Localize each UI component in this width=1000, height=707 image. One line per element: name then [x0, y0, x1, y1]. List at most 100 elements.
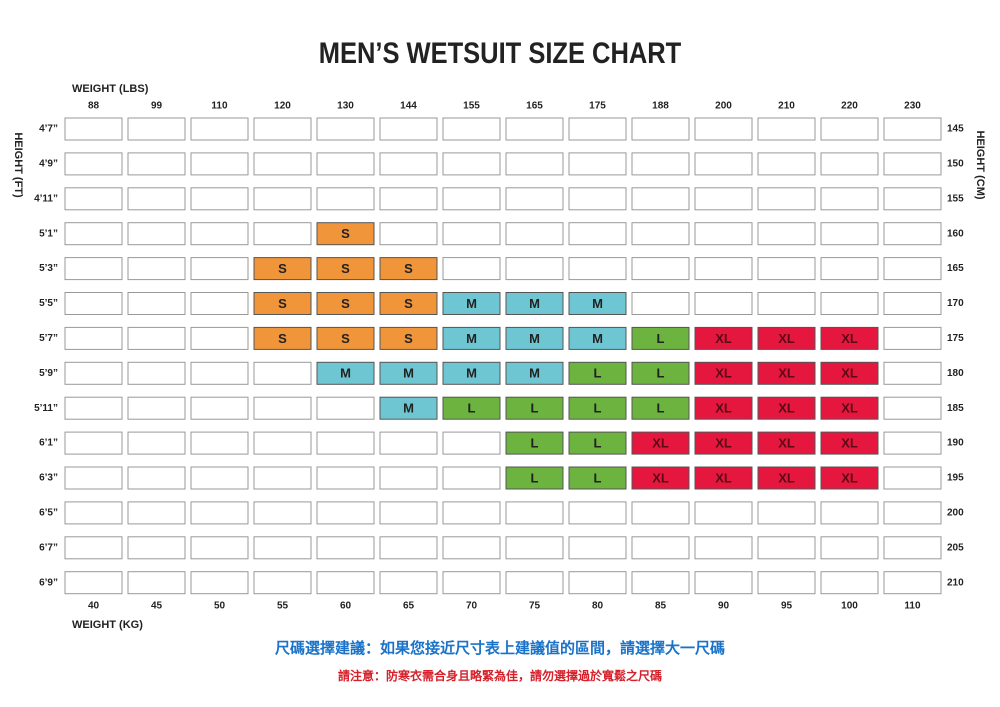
- size-label: L: [657, 401, 665, 416]
- empty-cell: [316, 396, 375, 420]
- weight-kg-tick: 70: [466, 601, 478, 612]
- size-label: L: [594, 401, 602, 416]
- empty-cell: [631, 222, 690, 246]
- empty-cell: [442, 117, 501, 141]
- empty-cell: [64, 187, 123, 211]
- height-ft-tick: 6’3”: [39, 473, 58, 484]
- weight-kg-tick: 65: [403, 601, 415, 612]
- height-cm-label: HEIGHT (CM): [974, 130, 986, 199]
- empty-cell: [316, 152, 375, 176]
- height-ft-tick: 6’9”: [39, 577, 58, 588]
- size-cell: [820, 361, 879, 385]
- size-label: M: [340, 366, 351, 381]
- weight-kg-tick: 90: [718, 601, 730, 612]
- size-cell: [568, 326, 627, 350]
- weight-lbs-tick: 88: [88, 101, 100, 112]
- empty-cell: [64, 152, 123, 176]
- weight-lbs-tick: 230: [904, 101, 921, 112]
- empty-cell: [883, 361, 942, 385]
- empty-cell: [568, 152, 627, 176]
- size-label: M: [529, 366, 540, 381]
- size-cell: [505, 326, 564, 350]
- size-label: S: [341, 261, 350, 276]
- note-red: 請注意：防寒衣需合身且略緊為佳，請勿選擇過於寬鬆之尺碼: [338, 668, 662, 683]
- empty-cell: [190, 292, 249, 315]
- height-ft-tick: 5’5”: [39, 298, 58, 309]
- empty-cell: [190, 466, 249, 490]
- empty-cell: [820, 152, 879, 176]
- empty-cell: [253, 466, 312, 490]
- size-label: XL: [841, 470, 858, 485]
- size-label: XL: [841, 366, 858, 381]
- empty-cell: [442, 152, 501, 176]
- height-ft-tick: 4’9”: [39, 159, 58, 170]
- empty-cell: [820, 571, 879, 595]
- size-label: M: [466, 296, 477, 311]
- empty-cell: [883, 396, 942, 420]
- empty-cell: [64, 571, 123, 595]
- empty-cell: [757, 571, 816, 595]
- size-label: M: [466, 366, 477, 381]
- empty-cell: [190, 257, 249, 281]
- empty-cell: [631, 536, 690, 560]
- empty-cell: [883, 152, 942, 176]
- empty-cell: [820, 187, 879, 211]
- weight-kg-tick: 75: [529, 601, 541, 612]
- empty-cell: [694, 187, 753, 211]
- empty-cell: [64, 431, 123, 455]
- empty-cell: [190, 187, 249, 211]
- empty-cell: [190, 222, 249, 246]
- size-cell: [505, 361, 564, 385]
- empty-cell: [694, 536, 753, 560]
- note-blue: 尺碼選擇建議：如果您接近尺寸表上建議值的區間，請選擇大一尺碼: [275, 639, 725, 657]
- empty-cell: [631, 187, 690, 211]
- size-cell: [505, 466, 564, 490]
- empty-cell: [820, 117, 879, 141]
- empty-cell: [64, 292, 123, 315]
- size-cell: [253, 326, 312, 350]
- empty-cell: [505, 571, 564, 595]
- weight-lbs-tick: 144: [400, 101, 417, 112]
- size-cell: [316, 257, 375, 281]
- size-cell: [316, 326, 375, 350]
- size-label: XL: [715, 366, 732, 381]
- empty-cell: [568, 117, 627, 141]
- empty-cell: [379, 117, 438, 141]
- empty-cell: [631, 152, 690, 176]
- weight-kg-tick: 60: [340, 601, 352, 612]
- size-cell: [379, 257, 438, 281]
- weight-kg-tick: 55: [277, 601, 289, 612]
- size-cell: [442, 396, 501, 420]
- size-cell: [253, 292, 312, 315]
- weight-lbs-label: WEIGHT (LBS): [72, 83, 149, 95]
- empty-cell: [694, 501, 753, 525]
- height-cm-tick: 210: [947, 577, 964, 588]
- height-ft-tick: 5’7”: [39, 333, 58, 344]
- empty-cell: [442, 431, 501, 455]
- empty-cell: [694, 257, 753, 281]
- empty-cell: [190, 326, 249, 350]
- weight-kg-tick: 50: [214, 601, 226, 612]
- size-label: M: [529, 331, 540, 346]
- size-label: S: [341, 296, 350, 311]
- size-cell: [568, 431, 627, 455]
- size-cell: [568, 466, 627, 490]
- height-cm-tick: 200: [947, 508, 964, 519]
- empty-cell: [757, 222, 816, 246]
- empty-cell: [568, 536, 627, 560]
- size-label: L: [594, 366, 602, 381]
- empty-cell: [883, 187, 942, 211]
- empty-cell: [694, 117, 753, 141]
- empty-cell: [442, 187, 501, 211]
- size-label: S: [278, 331, 287, 346]
- empty-cell: [190, 361, 249, 385]
- empty-cell: [379, 466, 438, 490]
- empty-cell: [379, 222, 438, 246]
- size-cell: [757, 431, 816, 455]
- size-label: XL: [841, 436, 858, 451]
- empty-cell: [379, 536, 438, 560]
- empty-cell: [253, 222, 312, 246]
- size-label: S: [404, 331, 413, 346]
- size-label: S: [278, 296, 287, 311]
